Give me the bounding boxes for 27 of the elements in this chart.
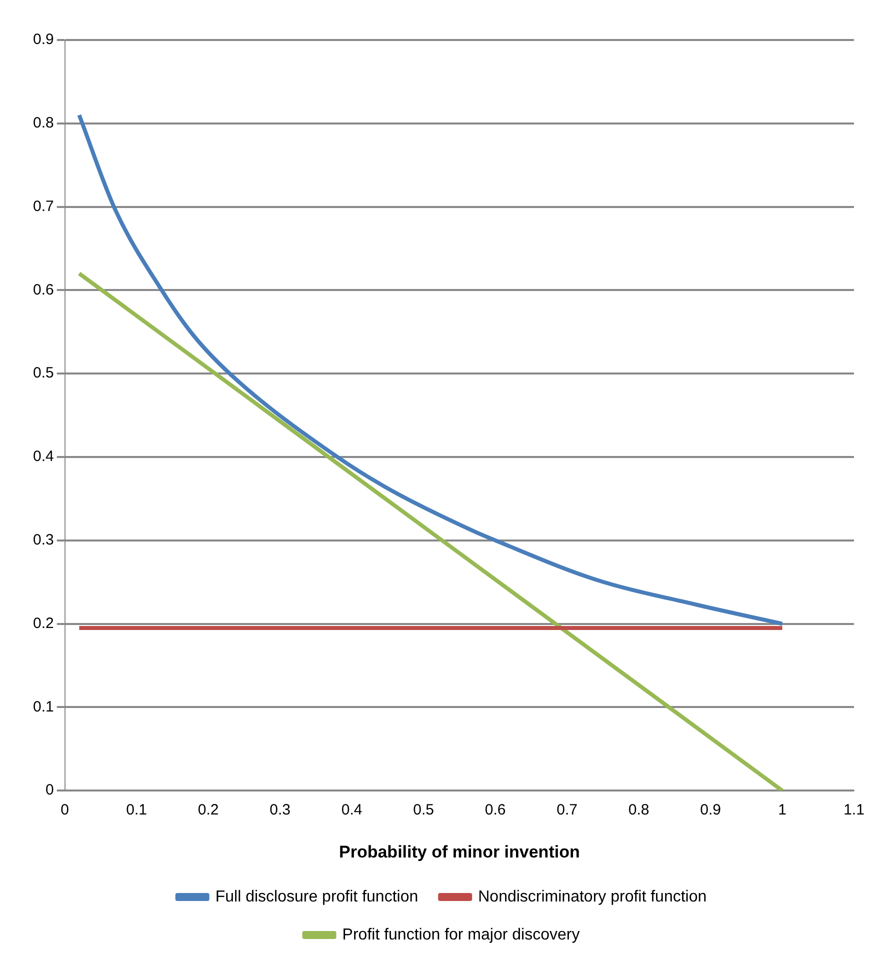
- x-tick-label: 0.9: [700, 802, 721, 819]
- x-tick-label: 1.1: [844, 802, 864, 819]
- x-axis-title: Probability of minor invention: [339, 842, 580, 862]
- y-tick-label: 0.6: [32, 281, 54, 298]
- x-tick-label: 0.7: [556, 802, 578, 819]
- legend-label: Nondiscriminatory profit function: [478, 888, 707, 906]
- legend-label: Full disclosure profit function: [215, 888, 418, 906]
- x-tick-label: 0.8: [628, 802, 650, 819]
- y-tick-label: 0.9: [32, 31, 54, 48]
- y-tick-label: 0.3: [32, 532, 54, 549]
- x-tick-label: 0.2: [198, 802, 219, 819]
- y-tick-label: 0.7: [32, 198, 54, 215]
- x-tick-label: 0.1: [126, 802, 148, 819]
- y-tick-label: 0: [46, 782, 54, 799]
- y-tick-label: 0.2: [32, 614, 54, 632]
- x-tick-label: 0: [60, 802, 70, 819]
- legend-label: Profit function for major discovery: [342, 926, 580, 944]
- line-series: [77, 113, 784, 626]
- y-tick-label: 0.8: [32, 114, 54, 132]
- x-tick-label: 0.5: [413, 802, 434, 819]
- x-tick-label: 0.4: [341, 802, 362, 819]
- x-tick-label: 1: [778, 802, 786, 819]
- y-tick-label: 0.5: [32, 364, 54, 382]
- y-tick-label: 0.4: [32, 448, 54, 466]
- y-tick-label: 0.1: [32, 698, 54, 716]
- x-tick-label: 0.3: [270, 802, 291, 819]
- x-tick-label: 0.6: [484, 802, 506, 819]
